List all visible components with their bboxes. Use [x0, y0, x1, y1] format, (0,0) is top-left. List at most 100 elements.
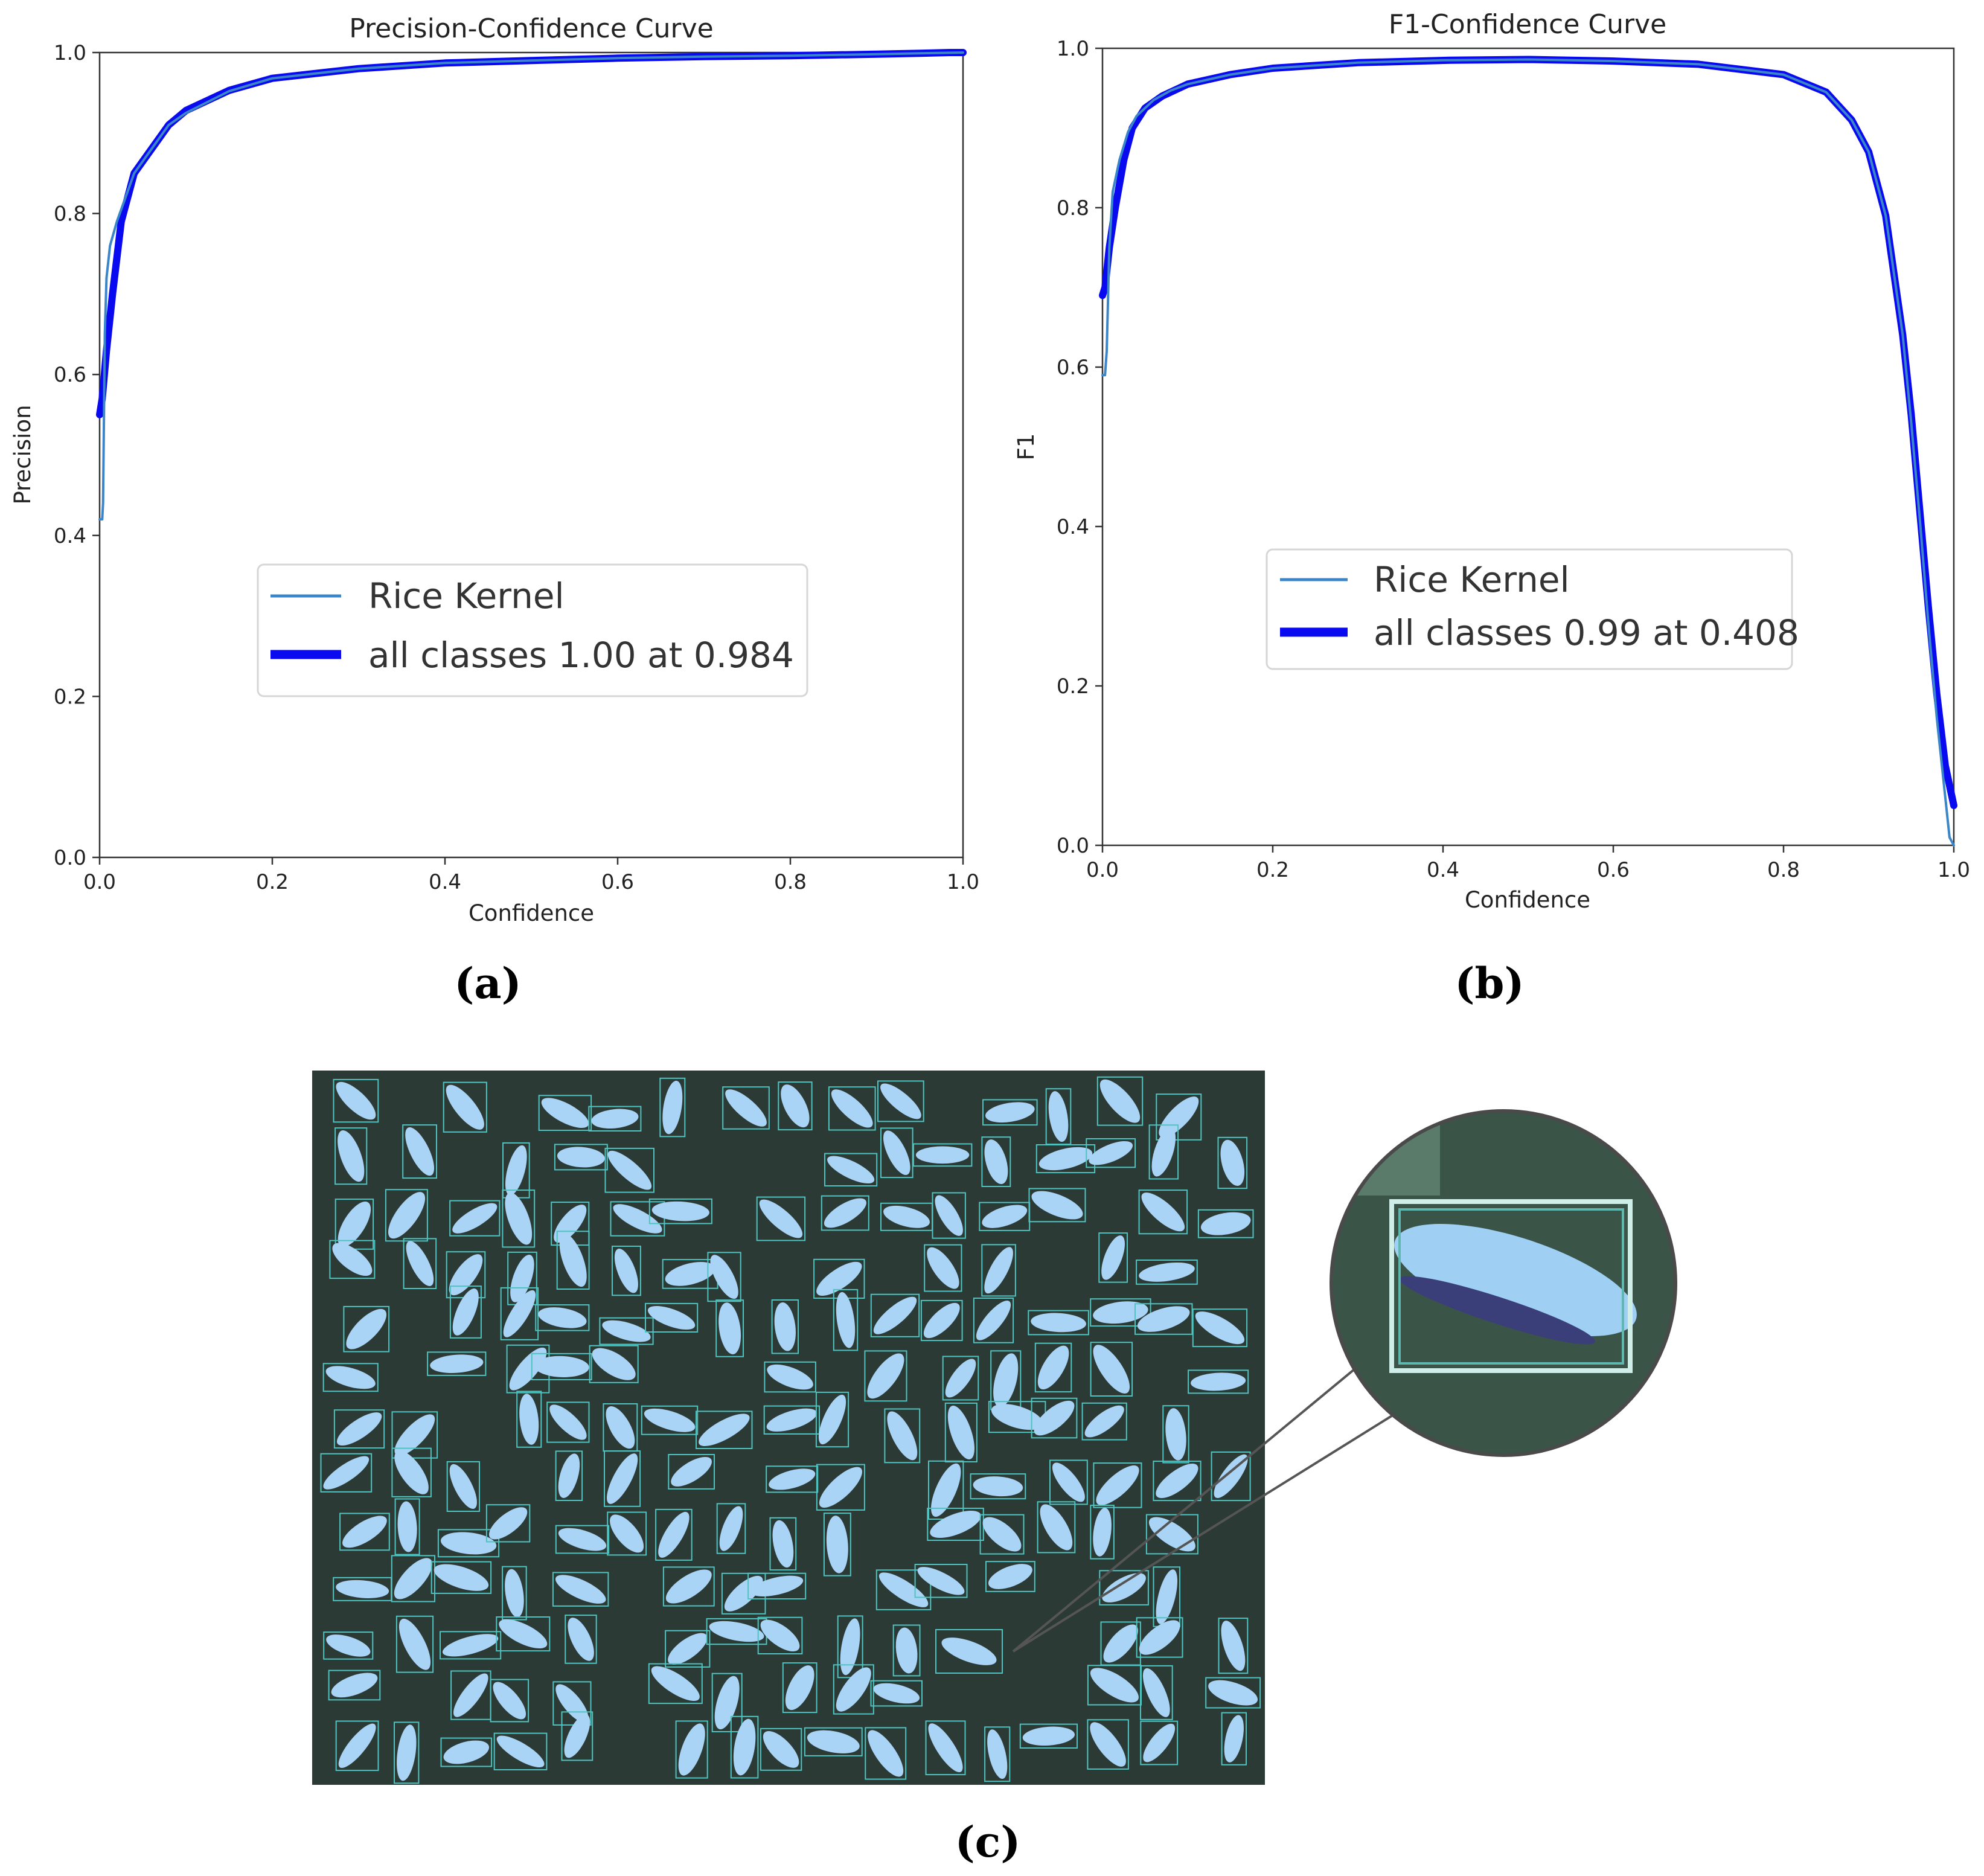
detection-box — [982, 1099, 1038, 1126]
detection-box — [984, 1726, 1011, 1782]
detection-box — [1099, 1570, 1149, 1605]
rice-kernel — [718, 1302, 741, 1354]
rice-kernel — [868, 1730, 904, 1777]
rice-kernel — [568, 1618, 594, 1661]
rice-kernel — [658, 1511, 690, 1558]
x-tick-label: 0.8 — [1767, 858, 1800, 882]
detection-box — [763, 1405, 820, 1435]
detection-box — [1028, 1310, 1089, 1336]
x-tick-label: 0.4 — [1427, 858, 1459, 882]
rice-kernel — [1089, 1141, 1133, 1165]
detection-box — [329, 1240, 376, 1279]
rice-kernel — [493, 1682, 526, 1720]
rice-kernel — [923, 1302, 960, 1339]
rice-kernel — [878, 1572, 929, 1607]
rice-kernel — [397, 1501, 417, 1552]
rice-kernel — [541, 1098, 589, 1128]
x-tick-label: 1.0 — [947, 870, 979, 894]
detection-box — [981, 1244, 1016, 1297]
detection-box — [722, 1086, 770, 1130]
detection-box — [1134, 1303, 1193, 1335]
legend-box — [1266, 548, 1793, 670]
legend-label-rice-kernel: Rice Kernel — [368, 575, 565, 616]
rice-kernel — [442, 1634, 499, 1657]
rice-kernel — [1142, 1668, 1170, 1717]
rice-kernel — [405, 1127, 435, 1176]
rice-kernel — [1099, 1079, 1141, 1123]
legend-label-all-classes: all classes 0.99 at 0.408 — [1374, 612, 1799, 653]
rice-kernel — [1052, 1462, 1085, 1502]
detection-box — [1019, 1723, 1078, 1749]
rice-kernel — [1141, 1193, 1185, 1232]
rice-kernel — [331, 1673, 378, 1698]
detection-box — [912, 1143, 973, 1167]
x-tick-label: 0.4 — [429, 870, 461, 894]
detection-box — [555, 1525, 610, 1554]
rice-kernel — [332, 1243, 373, 1276]
y-tick-label: 0.6 — [54, 363, 86, 387]
detection-box — [1197, 1209, 1254, 1238]
detection-box — [322, 1363, 379, 1392]
y-tick-label: 0.4 — [54, 524, 86, 548]
rice-kernel — [774, 1302, 796, 1351]
rice-kernel — [434, 1564, 489, 1591]
rice-kernel — [1101, 1235, 1125, 1280]
detection-box — [1162, 1405, 1189, 1464]
legend: Rice Kernel all classes 0.99 at 0.408 — [1266, 548, 1799, 670]
rice-kernel — [750, 1575, 804, 1596]
rice-kernel — [1093, 1345, 1130, 1394]
detection-box — [493, 1732, 548, 1771]
rice-kernel — [678, 1723, 705, 1776]
detection-box — [1192, 1308, 1248, 1348]
legend: Rice Kernel all classes 1.00 at 0.984 — [257, 563, 808, 697]
detection-box — [502, 1566, 527, 1621]
x-tick-label: 0.0 — [83, 870, 116, 894]
rice-kernel — [1038, 1147, 1093, 1171]
rice-kernels — [320, 1076, 1261, 1784]
legend-label-all-classes: all classes 1.00 at 0.984 — [368, 635, 794, 676]
detection-box — [641, 1405, 699, 1435]
rice-kernel — [1156, 1464, 1198, 1499]
detection-box — [1090, 1342, 1133, 1397]
rice-kernel — [394, 1450, 429, 1494]
rice-kernel — [671, 1456, 712, 1487]
detection-box — [1087, 1665, 1142, 1706]
detection-box — [556, 1231, 590, 1290]
rice-kernel — [733, 1718, 756, 1776]
rice-kernel — [1220, 1139, 1245, 1186]
detection-box — [552, 1572, 609, 1607]
detection-box — [696, 1410, 753, 1449]
rice-kernel — [915, 1146, 970, 1164]
rice-kernel — [887, 1411, 918, 1461]
rice-kernel — [338, 1202, 371, 1247]
detection-box — [757, 1616, 803, 1654]
detection-box — [610, 1201, 665, 1237]
y-tick-label: 0.0 — [54, 846, 86, 870]
rice-kernel — [1208, 1680, 1258, 1706]
detection-box — [804, 1727, 863, 1756]
plot-area — [1101, 47, 1955, 847]
rice-kernel — [557, 1147, 605, 1168]
rice-kernel — [323, 1456, 370, 1490]
rice-kernel — [519, 1394, 539, 1445]
rice-kernel — [338, 1723, 376, 1769]
rice-kernel — [509, 1347, 547, 1391]
rice-kernel — [699, 1413, 750, 1446]
detection-box — [985, 1561, 1035, 1592]
rice-kernel — [895, 1627, 918, 1674]
detection-box — [555, 1450, 583, 1501]
detection-box — [659, 1077, 686, 1138]
detection-box — [403, 1238, 437, 1289]
rice-kernel — [724, 1575, 763, 1612]
rice-kernel — [1037, 1345, 1069, 1390]
rice-kernel — [647, 1305, 696, 1330]
detection-box — [648, 1198, 712, 1225]
detection-box — [756, 1196, 806, 1241]
rice-kernel — [336, 1412, 382, 1446]
rice-kernel — [602, 1320, 651, 1342]
detection-box — [645, 1302, 699, 1333]
detection-box — [675, 1720, 708, 1779]
x-axis-label: Confidence — [469, 900, 594, 926]
detection-box — [760, 1727, 802, 1771]
detection-box — [1031, 1397, 1078, 1439]
